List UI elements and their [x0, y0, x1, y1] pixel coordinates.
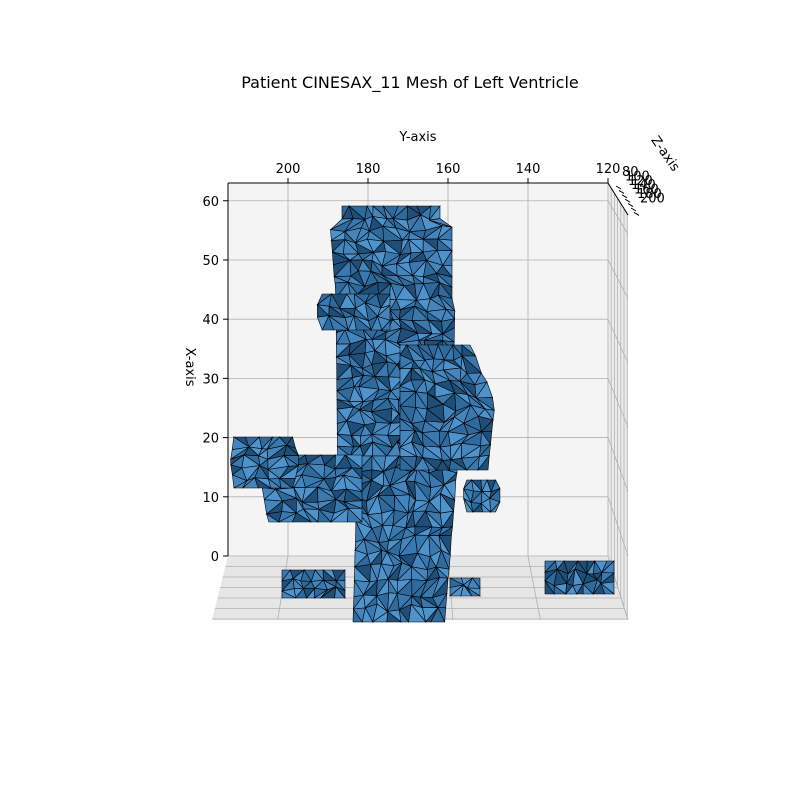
- mesh-face: [291, 512, 313, 523]
- z-tick-label: 100: [625, 169, 650, 184]
- x-tick-label: 30: [202, 372, 219, 387]
- z-tick-mark: [615, 185, 622, 190]
- mesh-face: [544, 579, 555, 595]
- mesh-face: [600, 582, 615, 595]
- mesh-face: [399, 456, 416, 471]
- z-tick-label: 140: [631, 178, 656, 193]
- y-tick-label: 180: [356, 162, 381, 177]
- mesh-left-lip: [316, 292, 391, 331]
- mesh-face: [436, 459, 450, 471]
- z-tick-mark: [621, 194, 628, 199]
- mesh-lower-trunk: [352, 455, 459, 623]
- mesh-face: [317, 508, 332, 523]
- x-tick-label: 60: [202, 195, 219, 210]
- mesh-face: [281, 590, 296, 599]
- ventricle-mesh: [230, 205, 615, 623]
- x-tick-label: 40: [202, 313, 219, 328]
- mesh-face: [460, 584, 473, 597]
- mesh-face: [408, 603, 427, 623]
- mesh-face: [352, 608, 363, 623]
- mesh-face: [466, 587, 482, 597]
- mesh-face: [430, 606, 446, 623]
- mesh-far-left-blob: [230, 436, 300, 489]
- mesh-face: [279, 477, 294, 489]
- mesh-floor-blob-left: [281, 569, 346, 599]
- mesh-face: [480, 502, 492, 513]
- x-tick-label: 10: [202, 491, 219, 506]
- mesh-floor-blob-mid: [449, 577, 482, 597]
- mesh-face: [386, 611, 402, 623]
- mesh-right-bulge: [399, 343, 495, 472]
- x-axis-label: X-axis: [182, 348, 197, 387]
- z-tick-label: 200: [640, 191, 665, 206]
- y-tick-label: 120: [596, 162, 621, 177]
- z-tick-mark: [618, 189, 625, 194]
- axis-frame: [227, 182, 629, 556]
- mesh-face: [346, 507, 363, 523]
- z-tick-label: 120: [628, 174, 653, 189]
- mesh-face: [381, 319, 391, 331]
- mesh-face: [398, 608, 410, 623]
- z-tick-mark: [630, 207, 637, 212]
- y-axis-label: Y-axis: [398, 130, 436, 145]
- x-tick-label: 0: [211, 550, 219, 565]
- mesh-face: [254, 476, 272, 489]
- mesh-floor-blob-right: [544, 560, 615, 595]
- y-tick-label: 160: [436, 162, 461, 177]
- mesh-face: [353, 315, 373, 331]
- mesh-face: [582, 583, 594, 595]
- mesh-face: [489, 501, 501, 513]
- y-tick-label: 140: [516, 162, 541, 177]
- z-tick-mark: [627, 203, 634, 208]
- mesh-face: [334, 586, 346, 599]
- mesh-face: [303, 508, 319, 523]
- z-tick-label: 80: [622, 165, 639, 180]
- x-tick-label: 20: [202, 432, 219, 447]
- tick-group: 200 180 160 140 1200102030405060801001201401…: [202, 162, 664, 565]
- mesh-face: [422, 457, 438, 471]
- mesh-face: [266, 513, 280, 523]
- mesh-face: [361, 607, 374, 623]
- chart-title: Patient CINESAX_11 Mesh of Left Ventricl…: [241, 73, 579, 93]
- x-tick-label: 50: [202, 254, 219, 269]
- mesh-face: [463, 498, 474, 513]
- z-axis-label: Z-axis: [647, 134, 682, 175]
- mesh-face: [268, 478, 282, 489]
- mesh-face: [477, 454, 490, 471]
- z-tick-mark: [624, 198, 631, 203]
- mesh-face: [328, 314, 350, 331]
- mesh-face: [448, 459, 468, 471]
- mesh-face: [553, 585, 567, 595]
- mesh-small-right-blob: [463, 479, 501, 513]
- z-tick-label: 180: [637, 187, 662, 202]
- z-tick-mark: [633, 211, 640, 216]
- z-tick-label: 160: [634, 183, 659, 198]
- z-axis-line: [607, 182, 629, 216]
- y-tick-label: 200: [276, 162, 301, 177]
